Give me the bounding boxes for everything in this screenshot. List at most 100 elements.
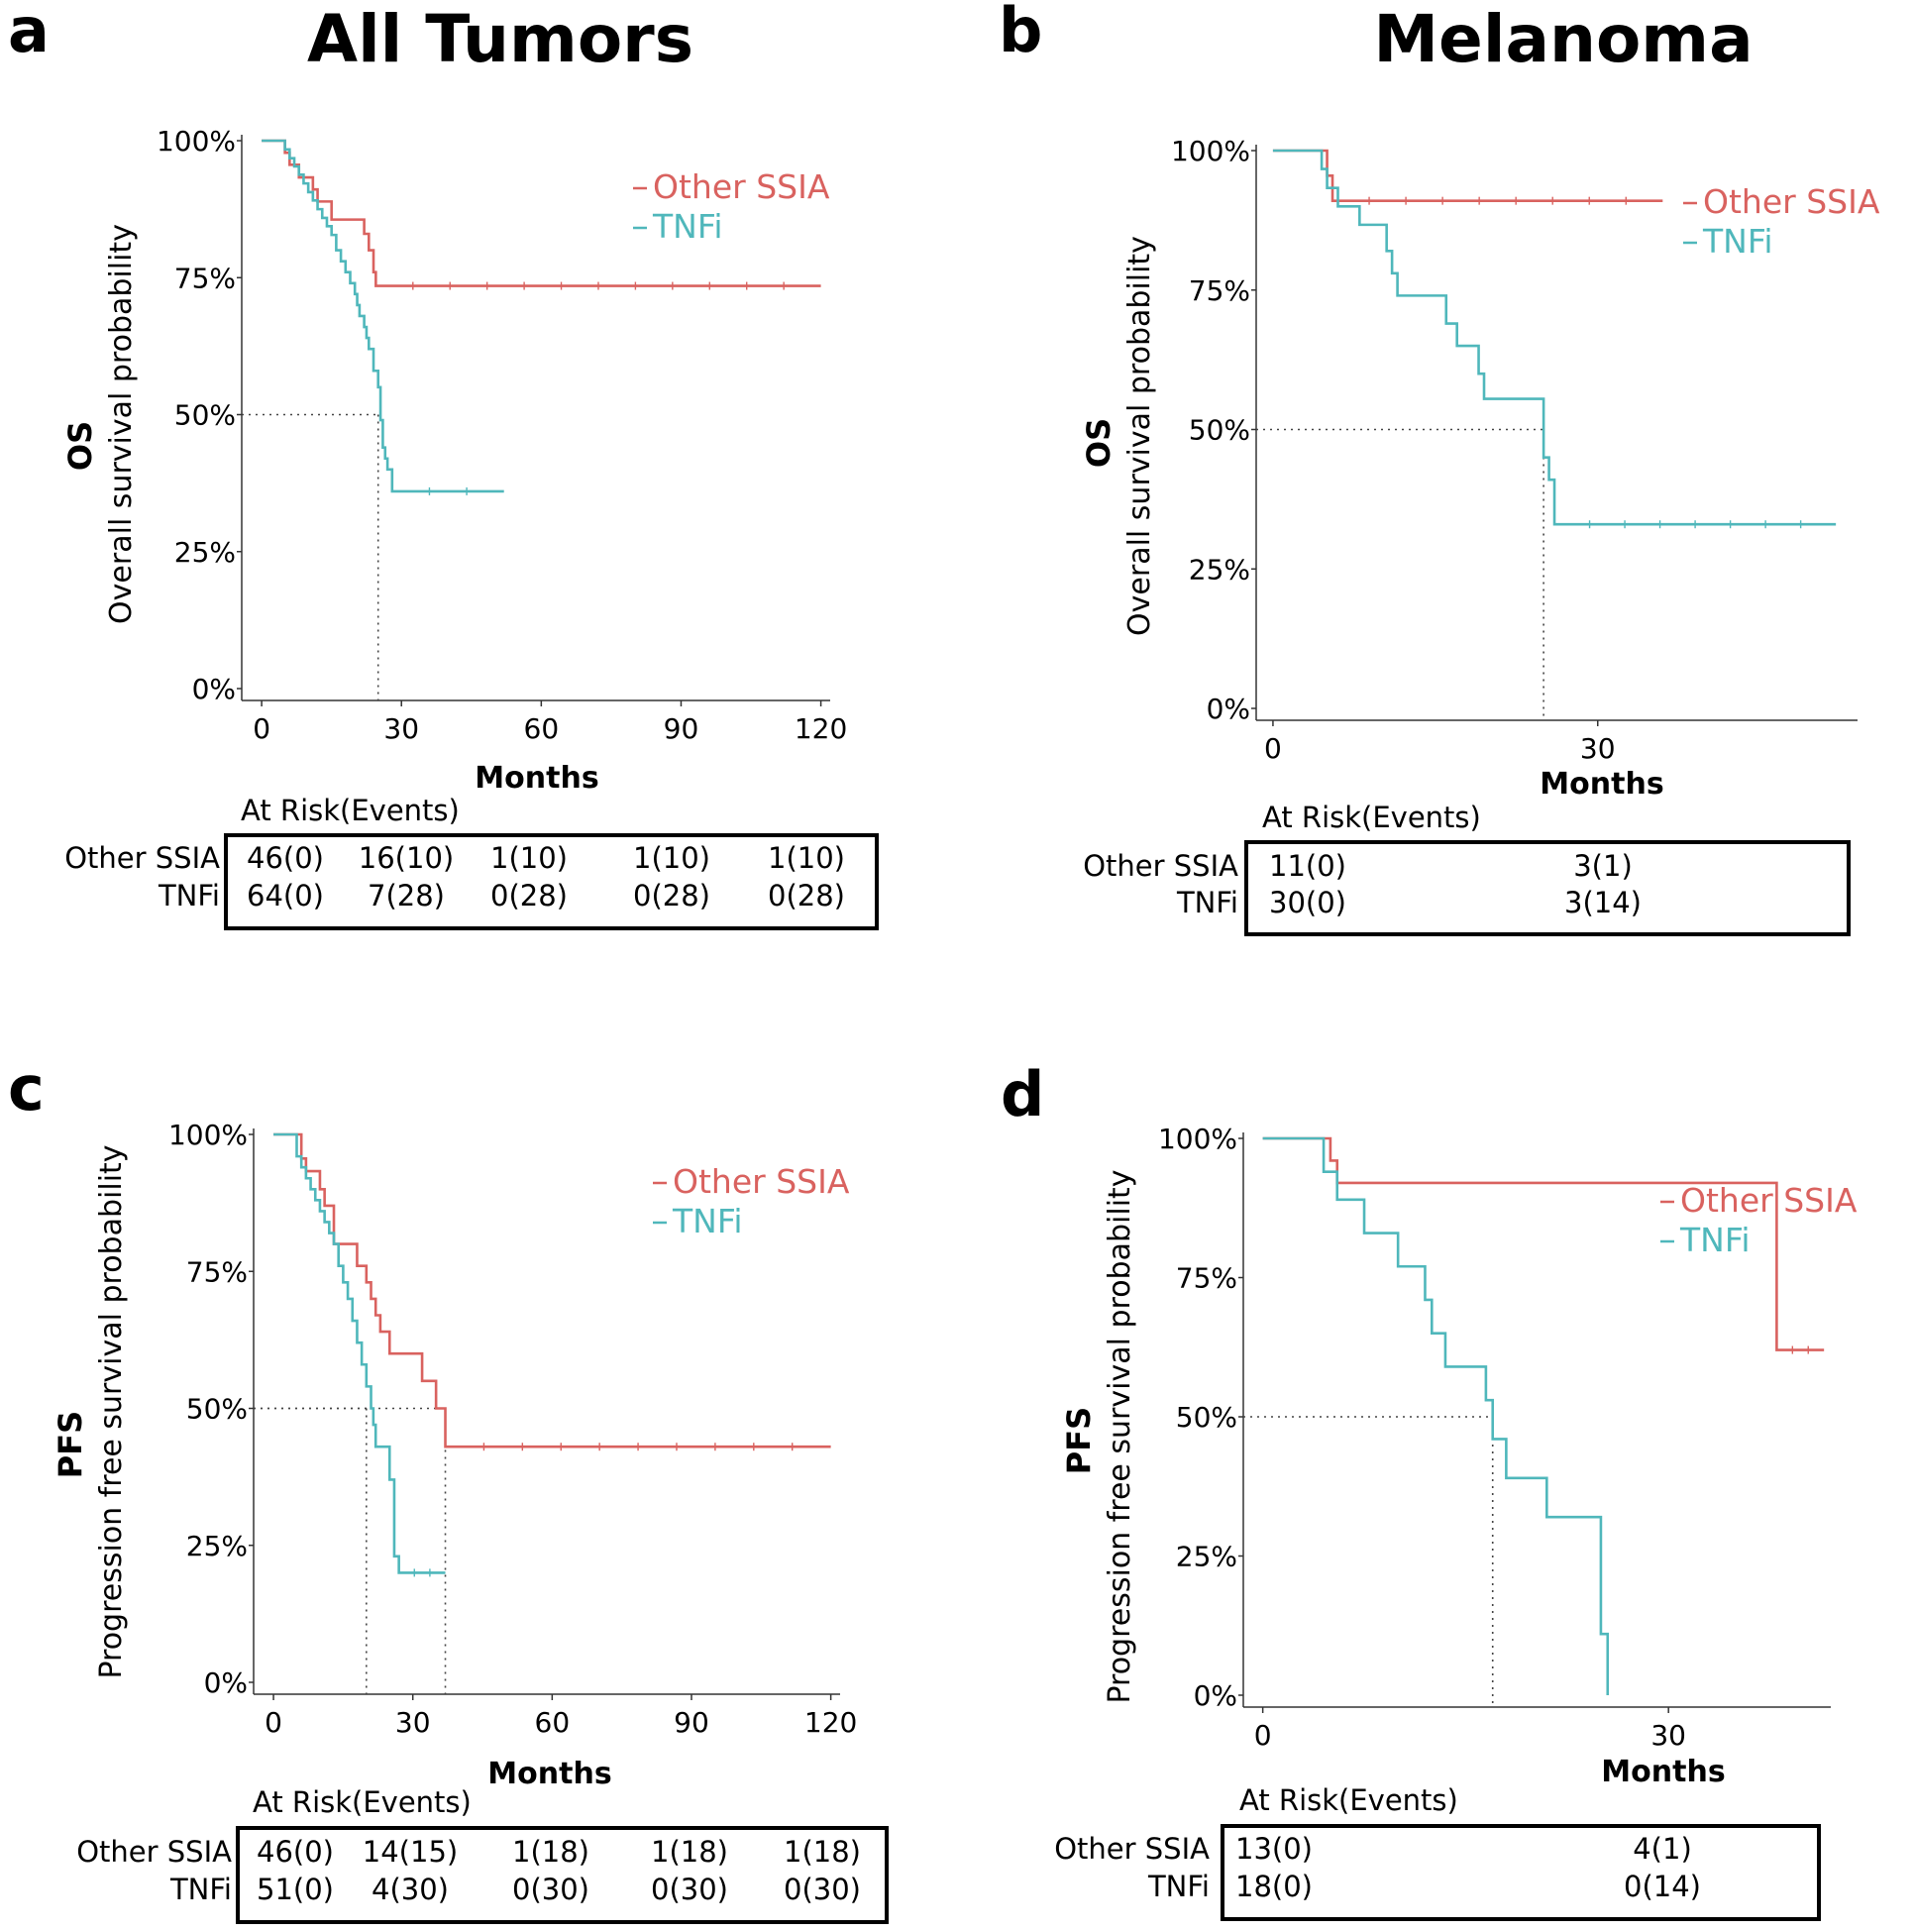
risk-cell-c: 0(30) xyxy=(651,1873,728,1906)
panel-label-c: c xyxy=(8,1052,45,1125)
risk-cell-b: 3(14) xyxy=(1564,886,1642,919)
y-axis-label-c: Progression free survival probability xyxy=(94,1144,129,1678)
y-tick-label-b: 100% xyxy=(1171,135,1250,167)
risk-cell-b: 11(0) xyxy=(1269,849,1346,883)
x-tick-label-a: 60 xyxy=(524,712,560,745)
x-tick-label-c: 30 xyxy=(395,1706,431,1739)
y-tick-label-d: 0% xyxy=(1194,1679,1237,1712)
y-tick-label-a: 75% xyxy=(174,262,236,294)
y-tick-label-d: 25% xyxy=(1176,1541,1237,1573)
risk-table-box-c xyxy=(236,1826,889,1924)
y-tick-label-a: 50% xyxy=(174,399,236,432)
y-axis-label-a: Overall survival probability xyxy=(104,224,139,624)
km-curve-other-c xyxy=(273,1132,831,1449)
risk-cell-c: 1(18) xyxy=(512,1835,589,1869)
x-tick-label-a: 90 xyxy=(664,712,699,745)
x-tick-label-a: 120 xyxy=(795,712,847,745)
risk-cell-a: 1(10) xyxy=(633,841,710,875)
risk-cell-a: 7(28) xyxy=(368,879,445,912)
risk-cell-a: 1(10) xyxy=(768,841,845,875)
y-axis-label-b: Overall survival probability xyxy=(1122,236,1157,636)
risk-cell-a: 0(28) xyxy=(490,879,568,912)
x-axis-label-c: Months xyxy=(487,1757,611,1791)
risk-cell-a: 46(0) xyxy=(247,841,324,875)
y-axis-label-bold-b: OS xyxy=(1080,418,1117,468)
x-tick-label-c: 60 xyxy=(535,1706,571,1739)
risk-cell-c: 51(0) xyxy=(257,1873,334,1906)
km-curve-tnfi-c xyxy=(273,1132,446,1574)
panel-c-pfs-all-tumors: c 0% 25% 50% 75% 100% 0 30 60 90 120 Months PFS Progr… xyxy=(8,1052,889,1924)
legend-label-other-a: Other SSIA xyxy=(653,167,830,206)
risk-cell-c: 4(30) xyxy=(372,1873,449,1906)
risk-cell-d: 4(1) xyxy=(1633,1832,1692,1866)
legend-label-other-d: Other SSIA xyxy=(1680,1181,1858,1220)
y-tick-label-d: 100% xyxy=(1158,1123,1237,1155)
x-tick-label-c: 0 xyxy=(265,1706,282,1739)
x-tick-label-c: 120 xyxy=(804,1706,857,1739)
y-tick-label-b: 50% xyxy=(1189,414,1250,447)
risk-table-title-d: At Risk(Events) xyxy=(1239,1783,1458,1817)
y-tick-label-b: 0% xyxy=(1207,693,1250,725)
y-tick-label-c: 75% xyxy=(186,1255,248,1288)
risk-cell-c: 14(15) xyxy=(363,1835,458,1869)
x-axis-label-d: Months xyxy=(1601,1755,1725,1789)
y-tick-label-c: 0% xyxy=(204,1666,248,1699)
panel-label-d: d xyxy=(1001,1058,1044,1130)
y-axis-label-bold-c: PFS xyxy=(52,1411,89,1478)
legend-label-tnfi-c: TNFi xyxy=(672,1202,743,1240)
risk-cell-c: 1(18) xyxy=(784,1835,861,1869)
x-tick-label-b: 0 xyxy=(1264,732,1282,765)
legend-label-other-c: Other SSIA xyxy=(673,1162,850,1201)
panel-label-b: b xyxy=(999,0,1042,66)
legend-label-tnfi-d: TNFi xyxy=(1679,1221,1751,1259)
risk-row-label-b: TNFi xyxy=(1176,886,1238,919)
risk-cell-d: 0(14) xyxy=(1624,1870,1701,1903)
y-tick-label-a: 25% xyxy=(174,536,236,569)
risk-cell-a: 16(10) xyxy=(359,841,454,875)
risk-row-label-a: Other SSIA xyxy=(64,841,220,875)
x-axis-label-b: Months xyxy=(1540,767,1663,802)
risk-row-label-c: Other SSIA xyxy=(76,1835,232,1869)
risk-table-title-c: At Risk(Events) xyxy=(253,1785,472,1819)
risk-table-title-b: At Risk(Events) xyxy=(1262,801,1481,834)
risk-cell-c: 1(18) xyxy=(651,1835,728,1869)
risk-cell-a: 0(28) xyxy=(633,879,710,912)
km-curve-other-b xyxy=(1272,149,1663,202)
y-axis-label-d: Progression free survival probability xyxy=(1103,1169,1137,1703)
risk-row-label-d: Other SSIA xyxy=(1054,1832,1210,1866)
x-tick-label-d: 30 xyxy=(1650,1719,1686,1752)
risk-row-label-b: Other SSIA xyxy=(1083,849,1238,883)
risk-cell-b: 3(1) xyxy=(1573,849,1633,883)
risk-cell-d: 18(0) xyxy=(1235,1870,1313,1903)
x-tick-label-c: 90 xyxy=(674,1706,709,1739)
risk-row-label-a: TNFi xyxy=(158,879,220,912)
risk-cell-a: 64(0) xyxy=(247,879,324,912)
panel-a-os-all-tumors: a All Tumors 0% 25% 50% 75% 100% 0 30 60 90 120 Mont… xyxy=(8,0,879,930)
panel-label-a: a xyxy=(8,0,50,66)
km-curve-tnfi-a xyxy=(262,139,504,493)
risk-row-label-d: TNFi xyxy=(1147,1870,1210,1903)
x-tick-label-a: 30 xyxy=(383,712,419,745)
risk-cell-c: 0(30) xyxy=(784,1873,861,1906)
legend-label-tnfi-a: TNFi xyxy=(652,207,723,246)
y-tick-label-b: 75% xyxy=(1189,274,1250,307)
y-tick-label-d: 75% xyxy=(1176,1262,1237,1295)
y-tick-label-c: 50% xyxy=(186,1393,248,1426)
x-tick-label-a: 0 xyxy=(253,712,270,745)
km-curve-tnfi-b xyxy=(1272,149,1837,526)
risk-cell-b: 30(0) xyxy=(1269,886,1346,919)
y-tick-label-c: 100% xyxy=(168,1119,248,1151)
risk-cell-a: 0(28) xyxy=(768,879,845,912)
risk-cell-a: 1(10) xyxy=(490,841,568,875)
risk-table-box-d xyxy=(1221,1824,1821,1921)
y-tick-label-a: 100% xyxy=(157,125,236,158)
y-tick-label-c: 25% xyxy=(186,1530,248,1562)
risk-table-title-a: At Risk(Events) xyxy=(241,794,460,827)
legend-label-tnfi-b: TNFi xyxy=(1702,222,1773,261)
panel-title-b: Melanoma xyxy=(1373,1,1753,77)
y-axis-label-bold-d: PFS xyxy=(1060,1407,1098,1474)
y-tick-label-a: 0% xyxy=(192,673,236,705)
y-tick-label-d: 50% xyxy=(1176,1401,1237,1434)
